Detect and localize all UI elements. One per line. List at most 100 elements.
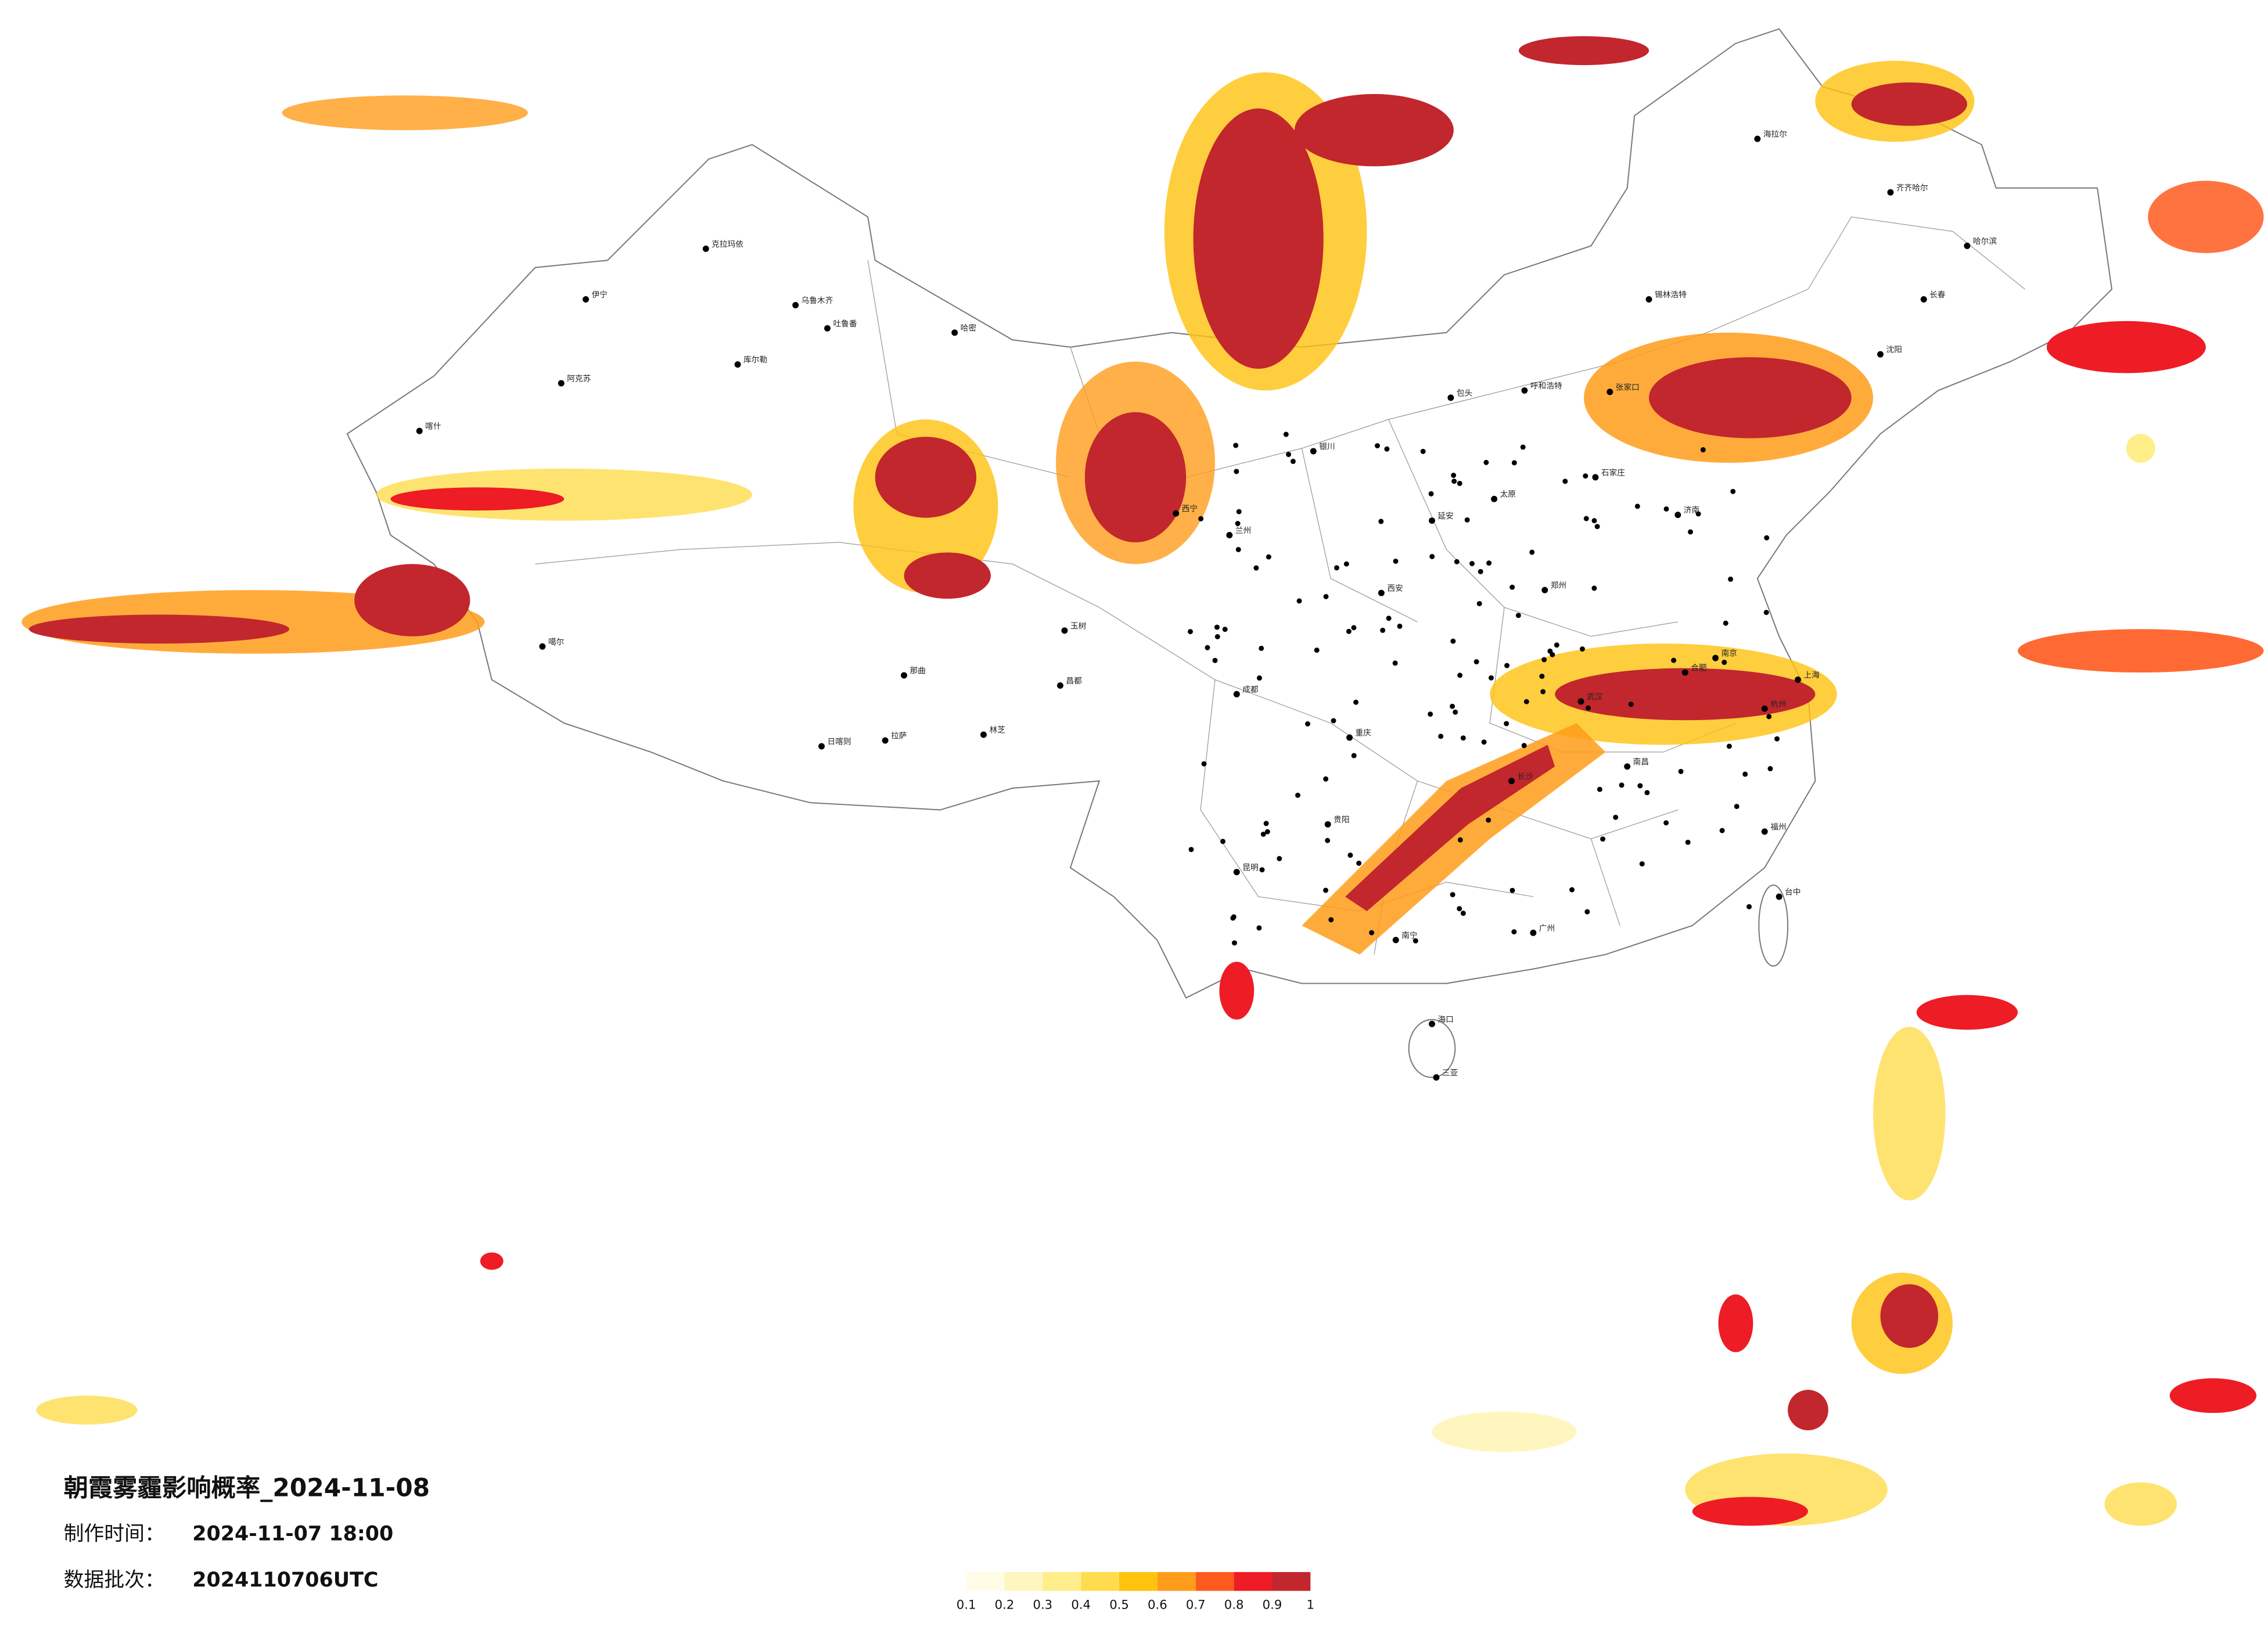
city-label: 贵阳 <box>1334 815 1349 825</box>
haze-area <box>2104 1482 2177 1526</box>
station-dot <box>1509 584 1515 590</box>
station-dot <box>1742 771 1748 777</box>
station-dot <box>1451 479 1457 484</box>
haze-areas <box>21 36 2264 1526</box>
haze-area <box>1880 1284 1939 1348</box>
haze-area <box>1873 1027 1946 1201</box>
station-dot <box>1283 431 1289 437</box>
legend-tick-label: 0.1 <box>957 1597 976 1611</box>
station-dot <box>1214 634 1220 639</box>
station-dot <box>1515 613 1521 618</box>
haze-area <box>480 1252 504 1270</box>
station-dot <box>1453 709 1458 715</box>
city-dot <box>1233 690 1240 697</box>
station-dot <box>1637 783 1643 789</box>
station-dot <box>1562 479 1568 484</box>
city-dot <box>1761 828 1768 835</box>
station-dot <box>1230 915 1236 921</box>
station-dot <box>1450 703 1455 709</box>
station-dot <box>1457 672 1463 678</box>
station-dot <box>1584 909 1590 915</box>
station-dot <box>1591 518 1597 524</box>
city-dot <box>1324 821 1331 828</box>
haze-area <box>1788 1390 1828 1431</box>
station-dot <box>1520 444 1526 450</box>
city-dot <box>824 325 831 332</box>
station-dot <box>1460 911 1466 916</box>
station-dot <box>1541 657 1547 663</box>
haze-area <box>2169 1378 2257 1413</box>
legend-tick-label: 1 <box>1307 1597 1314 1611</box>
station-dot <box>1628 702 1634 707</box>
haze-area <box>28 614 290 644</box>
city-label: 玉树 <box>1070 621 1087 631</box>
legend-swatch <box>1157 1572 1196 1591</box>
data-batch-label: 数据批次： <box>64 1569 165 1592</box>
haze-area <box>904 552 991 599</box>
city-dot <box>792 302 799 308</box>
station-dot <box>1236 509 1242 515</box>
city-dot <box>1226 531 1233 538</box>
city-dot <box>1645 296 1652 303</box>
station-dot <box>1198 516 1204 521</box>
station-dot <box>1438 733 1444 739</box>
legend-swatch <box>1081 1572 1120 1591</box>
legend-swatch <box>1234 1572 1273 1591</box>
city-dot <box>1521 387 1528 394</box>
city-dot <box>1310 448 1317 455</box>
city-label: 噶尔 <box>548 638 565 647</box>
city-dot <box>1429 517 1436 524</box>
city-dot <box>1877 351 1884 358</box>
station-dot <box>1323 887 1329 893</box>
haze-area <box>1692 1497 1809 1526</box>
city-label: 喀什 <box>425 422 441 431</box>
station-dot <box>1547 648 1553 654</box>
station-dot <box>1343 561 1349 567</box>
city-label: 库尔勒 <box>743 355 767 365</box>
taiwan <box>1758 884 1789 967</box>
city-label: 伊宁 <box>592 290 608 300</box>
station-dot <box>1264 829 1270 834</box>
station-dot <box>1428 711 1433 717</box>
station-dot <box>1613 814 1619 820</box>
production-time: 2024-11-07 18:00 <box>192 1522 393 1545</box>
haze-area <box>2126 434 2155 463</box>
city-dot <box>1378 589 1385 596</box>
city-label: 福州 <box>1770 823 1786 832</box>
city-dot <box>1754 135 1761 142</box>
city-label: 济南 <box>1684 506 1699 515</box>
legend-swatch <box>1043 1572 1081 1591</box>
haze-area <box>354 564 470 636</box>
city-dot <box>1057 682 1063 689</box>
station-dot <box>1583 516 1589 521</box>
city-label: 长沙 <box>1517 772 1533 781</box>
station-dot <box>1597 786 1602 792</box>
city-dot <box>1491 495 1498 502</box>
haze-area <box>2148 181 2264 253</box>
city-dot <box>1761 705 1768 712</box>
station-dot <box>1619 782 1624 788</box>
legend-swatch <box>966 1572 1005 1591</box>
station-dot <box>1296 598 1302 604</box>
city-dot <box>539 643 546 650</box>
city-dot <box>1681 669 1688 676</box>
city-label: 西宁 <box>1182 504 1198 514</box>
city-dot <box>734 361 741 368</box>
city-dot <box>1061 627 1068 634</box>
haze-area <box>1555 668 1816 721</box>
city-label: 郑州 <box>1551 581 1566 591</box>
station-dot <box>1685 839 1691 845</box>
city-label: 包头 <box>1457 388 1472 398</box>
city-label: 兰州 <box>1235 526 1251 535</box>
city-dot <box>1433 1074 1440 1081</box>
legend-tick-label: 0.7 <box>1186 1597 1206 1611</box>
city-label: 长春 <box>1929 290 1946 300</box>
station-dot <box>1457 906 1462 912</box>
haze-area <box>1193 108 1324 369</box>
city-label: 拉萨 <box>891 732 907 741</box>
haze-area <box>1649 357 1852 438</box>
city-label: 克拉玛依 <box>711 240 743 249</box>
station-dot <box>1353 699 1359 705</box>
station-dot <box>1644 790 1650 796</box>
